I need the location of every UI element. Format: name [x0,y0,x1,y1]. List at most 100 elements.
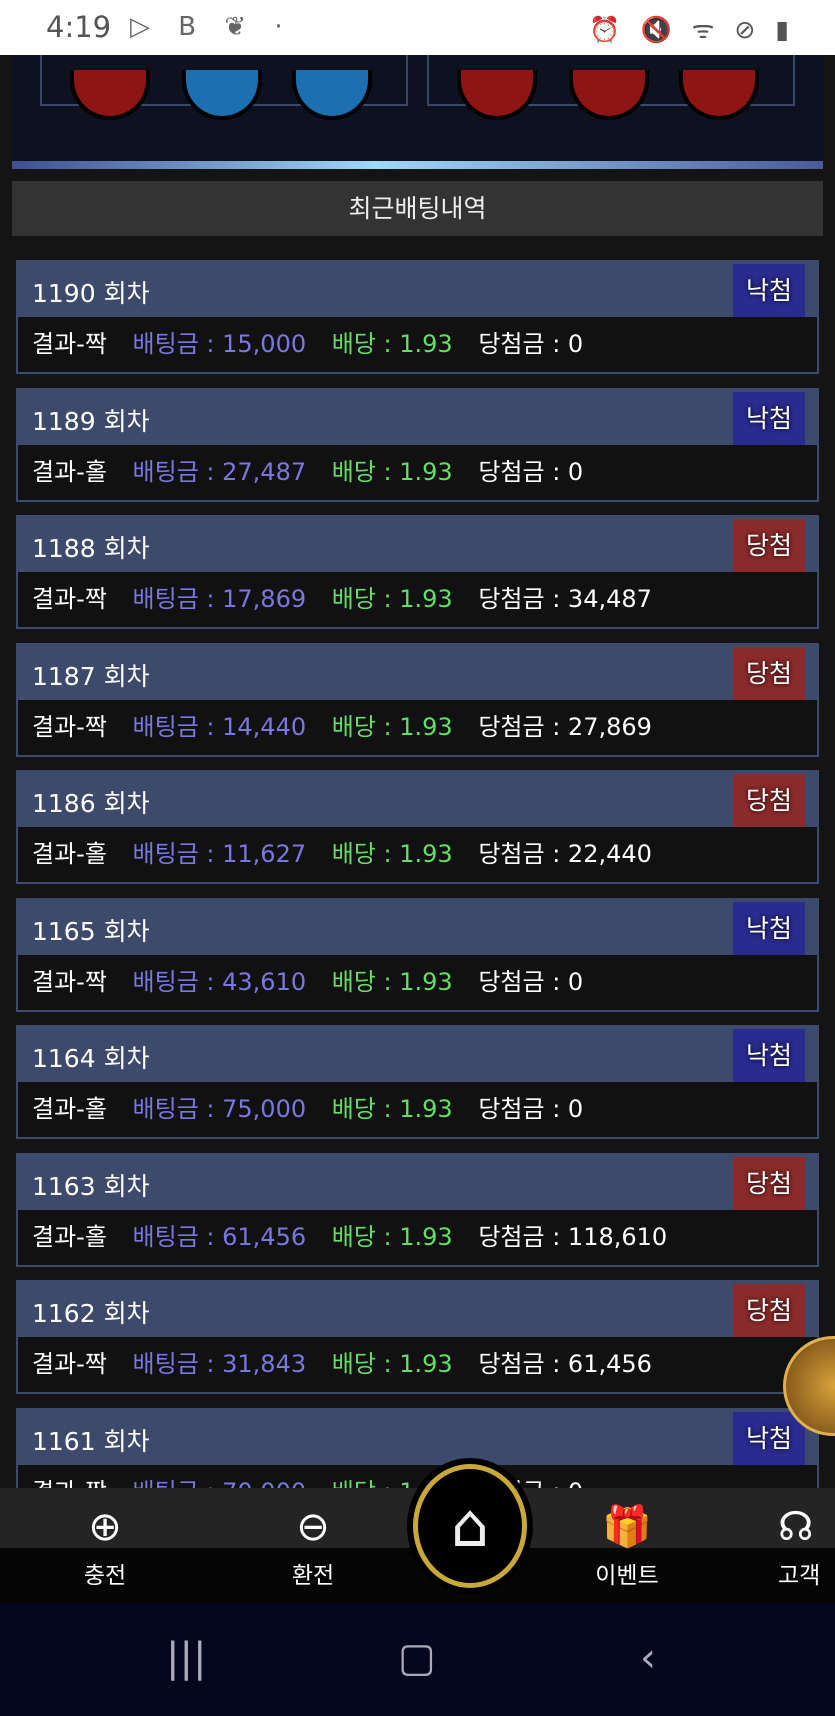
bet-row: 1187 회차 당첨 결과-짝 배팅금 : 14,440 배당 : 1.93 당… [16,642,819,757]
result-text: 결과-짝 [32,712,107,741]
blue-ball [182,70,262,120]
home-button[interactable]: ⌂ [413,1464,527,1588]
system-status-icons: ⏰ 🔇 ᯤ ⊘ ▮ [589,15,795,44]
payout: 당첨금 : 0 [478,1095,584,1123]
bet-history-list[interactable]: 1190 회차 낙첨 결과-짝 배팅금 : 15,000 배당 : 1.93 당… [16,260,819,1535]
round-number: 1189 회차 [32,406,150,436]
status-bar: 4:19 ▷ B ❦ · ⏰ 🔇 ᯤ ⊘ ▮ [0,0,835,55]
nav-support[interactable]: ☊ 고객 [778,1498,834,1590]
odds: 배당 : 1.93 [331,585,453,613]
bet-row-header: 1162 회차 당첨 [18,1282,817,1337]
android-nav-bar: ||| ▢ ‹ [0,1603,835,1716]
divider [12,161,823,169]
odds: 배당 : 1.93 [331,330,453,358]
nav-charge[interactable]: ⊕ 충전 [45,1498,165,1590]
bet-row: 1165 회차 낙첨 결과-짝 배팅금 : 43,610 배당 : 1.93 당… [16,897,819,1012]
bet-row: 1186 회차 당첨 결과-홀 배팅금 : 11,627 배당 : 1.93 당… [16,770,819,884]
bet-row-header: 1164 회차 낙첨 [18,1027,817,1082]
bottom-nav: ⊕ 충전 ⊖ 환전 ⌂ 🎁 이벤트 ☊ 고객 [0,1464,835,1603]
bet-row-header: 1161 회차 낙첨 [18,1409,817,1465]
result-badge: 낙첨 [733,391,805,445]
result-badge: 낙첨 [733,264,805,317]
bet-amount: 배팅금 : 61,456 [132,1222,307,1251]
bet-amount: 배팅금 : 75,000 [132,1095,307,1123]
round-number: 1161 회차 [32,1426,150,1456]
odds: 배당 : 1.93 [331,1222,453,1251]
bet-row-details: 결과-짝 배팅금 : 43,610 배당 : 1.93 당첨금 : 0 [18,955,817,1010]
nav-event[interactable]: 🎁 이벤트 [567,1498,687,1590]
bet-row: 1162 회차 당첨 결과-짝 배팅금 : 31,843 배당 : 1.93 당… [16,1280,819,1394]
round-number: 1163 회차 [32,1171,150,1201]
bet-row-header: 1187 회차 당첨 [18,644,817,700]
round-number: 1164 회차 [32,1044,150,1073]
odds: 배당 : 1.93 [331,712,453,741]
bet-amount: 배팅금 : 11,627 [132,840,307,868]
payout: 당첨금 : 27,869 [478,712,652,741]
nav-withdraw[interactable]: ⊖ 환전 [253,1498,373,1590]
bet-row-header: 1188 회차 당첨 [18,517,817,572]
round-number: 1188 회차 [32,534,150,563]
result-text: 결과-짝 [32,1350,107,1378]
nav-withdraw-label: 환전 [291,1563,335,1589]
bet-amount: 배팅금 : 17,869 [132,585,307,613]
piggy-plus-icon: ⊕ [88,1504,122,1550]
bet-row-details: 결과-짝 배팅금 : 17,869 배당 : 1.93 당첨금 : 34,487 [18,572,817,627]
result-badge: 당첨 [733,519,805,572]
result-badge: 당첨 [733,1284,805,1337]
bet-row: 1163 회차 당첨 결과-홀 배팅금 : 61,456 배당 : 1.93 당… [16,1152,819,1267]
red-ball [457,70,537,120]
round-number: 1187 회차 [32,661,150,691]
red-ball [679,70,759,120]
payout: 당첨금 : 118,610 [478,1222,668,1251]
result-text: 결과-짝 [32,585,107,613]
bet-row: 1164 회차 낙첨 결과-홀 배팅금 : 75,000 배당 : 1.93 당… [16,1025,819,1139]
bet-amount: 배팅금 : 31,843 [132,1350,307,1378]
odds: 배당 : 1.93 [331,967,453,996]
bet-amount: 배팅금 : 43,610 [132,967,307,996]
notification-icons: ▷ B ❦ · [130,12,293,42]
result-badge: 낙첨 [733,901,805,955]
result-badge: 낙첨 [733,1029,805,1082]
piggy-minus-icon: ⊖ [296,1504,330,1550]
bet-row-header: 1190 회차 낙첨 [18,262,817,317]
nav-support-label: 고객 [778,1563,821,1589]
odds: 배당 : 1.93 [331,1095,453,1123]
round-number: 1186 회차 [32,789,150,818]
blue-ball [292,70,372,120]
bet-row-header: 1189 회차 낙첨 [18,389,817,445]
result-text: 결과-홀 [32,1222,107,1251]
odds: 배당 : 1.93 [331,840,453,868]
bet-row-details: 결과-짝 배팅금 : 14,440 배당 : 1.93 당첨금 : 27,869 [18,700,817,755]
bet-row-header: 1186 회차 당첨 [18,772,817,827]
bet-row-details: 결과-짝 배팅금 : 15,000 배당 : 1.93 당첨금 : 0 [18,317,817,372]
result-text: 결과-짝 [32,967,107,996]
result-text: 결과-홀 [32,840,107,868]
bet-row: 1190 회차 낙첨 결과-짝 배팅금 : 15,000 배당 : 1.93 당… [16,260,819,374]
red-ball [70,70,150,120]
nav-event-label: 이벤트 [595,1563,659,1589]
result-badge: 당첨 [733,646,805,700]
back-icon[interactable]: ‹ [640,1635,656,1681]
result-text: 결과-짝 [32,330,107,358]
odds: 배당 : 1.93 [331,1350,453,1378]
bet-amount: 배팅금 : 27,487 [132,457,307,486]
recents-icon[interactable]: ||| [166,1635,207,1681]
payout: 당첨금 : 61,456 [478,1350,652,1378]
bet-row: 1189 회차 낙첨 결과-홀 배팅금 : 27,487 배당 : 1.93 당… [16,387,819,502]
home-nav-icon[interactable]: ▢ [398,1635,436,1681]
result-text: 결과-홀 [32,1095,107,1123]
result-text: 결과-홀 [32,457,107,486]
payout: 당첨금 : 34,487 [478,585,652,613]
result-badge: 당첨 [733,1156,805,1210]
home-icon: ⌂ [450,1491,490,1561]
payout: 당첨금 : 22,440 [478,840,652,868]
payout: 당첨금 : 0 [478,330,584,358]
bet-row-details: 결과-짝 배팅금 : 31,843 배당 : 1.93 당첨금 : 61,456 [18,1337,817,1392]
bet-row-header: 1163 회차 당첨 [18,1154,817,1210]
nav-charge-label: 충전 [83,1563,127,1589]
payout: 당첨금 : 0 [478,457,584,486]
result-badge: 낙첨 [733,1411,805,1465]
section-title: 최근배팅내역 [12,181,823,236]
bet-row-details: 결과-홀 배팅금 : 27,487 배당 : 1.93 당첨금 : 0 [18,445,817,500]
bet-row-details: 결과-홀 배팅금 : 11,627 배당 : 1.93 당첨금 : 22,440 [18,827,817,882]
